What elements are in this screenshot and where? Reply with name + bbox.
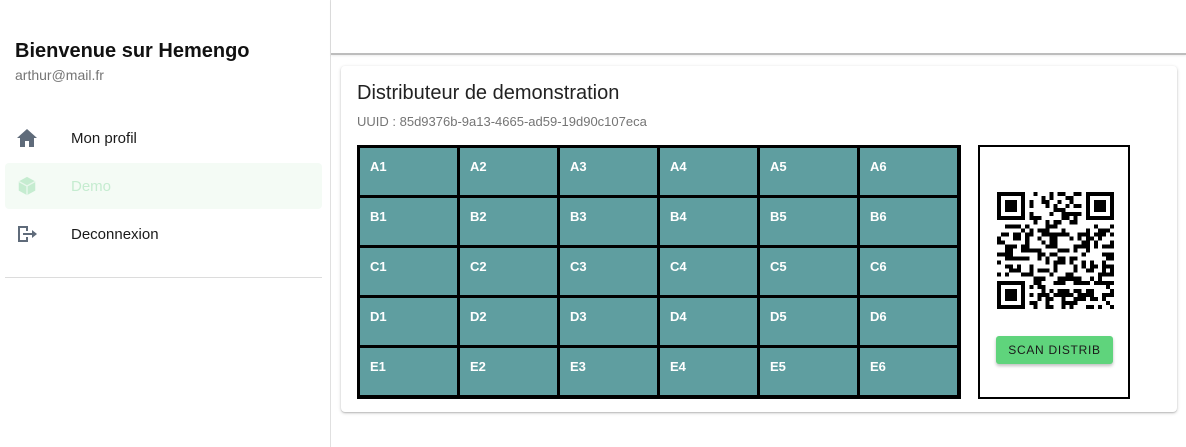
slot-b2[interactable]: B2 <box>460 198 557 245</box>
slot-c5[interactable]: C5 <box>760 248 857 295</box>
slot-d6[interactable]: D6 <box>860 298 957 345</box>
slot-c1[interactable]: C1 <box>360 248 457 295</box>
slot-grid: A1 A2 A3 A4 A5 A6 B1 B2 B3 B4 B5 B6 C1 C2 C3 C4 C5 C6 D1 D2… <box>357 145 961 399</box>
home-icon <box>15 126 39 150</box>
distributor-uuid: UUID : 85d9376b-9a13-4665-ad59-19d90c107… <box>357 114 647 129</box>
slot-c3[interactable]: C3 <box>560 248 657 295</box>
slot-b1[interactable]: B1 <box>360 198 457 245</box>
top-app-bar <box>331 0 1186 55</box>
slot-b3[interactable]: B3 <box>560 198 657 245</box>
slot-e5[interactable]: E5 <box>760 348 857 395</box>
nav-item-label: Mon profil <box>71 129 137 147</box>
nav-item-demo[interactable]: Demo <box>5 163 322 209</box>
distributor-card: Distributeur de demonstration UUID : 85d… <box>341 66 1177 412</box>
slot-a5[interactable]: A5 <box>760 148 857 195</box>
slot-e3[interactable]: E3 <box>560 348 657 395</box>
slot-e2[interactable]: E2 <box>460 348 557 395</box>
slot-d4[interactable]: D4 <box>660 298 757 345</box>
slot-d2[interactable]: D2 <box>460 298 557 345</box>
qr-code <box>997 192 1114 309</box>
slot-e1[interactable]: E1 <box>360 348 457 395</box>
slot-grid-inner: A1 A2 A3 A4 A5 A6 B1 B2 B3 B4 B5 B6 C1 C2 C3 C4 C5 C6 D1 D2… <box>360 148 957 395</box>
nav-item-label: Demo <box>71 177 112 195</box>
scan-distrib-button[interactable]: SCAN DISTRIB <box>996 336 1113 364</box>
slot-a6[interactable]: A6 <box>860 148 957 195</box>
slot-e4[interactable]: E4 <box>660 348 757 395</box>
slot-c2[interactable]: C2 <box>460 248 557 295</box>
cube-icon <box>15 174 39 198</box>
slot-e6[interactable]: E6 <box>860 348 957 395</box>
qr-panel: SCAN DISTRIB <box>978 145 1130 399</box>
sidebar-divider <box>5 277 322 278</box>
slot-b5[interactable]: B5 <box>760 198 857 245</box>
nav-item-label: Deconnexion <box>71 225 159 243</box>
slot-b4[interactable]: B4 <box>660 198 757 245</box>
slot-d3[interactable]: D3 <box>560 298 657 345</box>
welcome-title: Bienvenue sur Hemengo <box>15 40 250 62</box>
slot-c4[interactable]: C4 <box>660 248 757 295</box>
slot-d5[interactable]: D5 <box>760 298 857 345</box>
slot-d1[interactable]: D1 <box>360 298 457 345</box>
nav-item-logout[interactable]: Deconnexion <box>5 211 322 257</box>
sidebar: Bienvenue sur Hemengo arthur@mail.fr Mon… <box>0 0 331 447</box>
distributor-title: Distributeur de demonstration <box>357 82 620 104</box>
slot-a1[interactable]: A1 <box>360 148 457 195</box>
slot-a4[interactable]: A4 <box>660 148 757 195</box>
nav-item-profile[interactable]: Mon profil <box>5 115 322 161</box>
slot-a2[interactable]: A2 <box>460 148 557 195</box>
user-email: arthur@mail.fr <box>15 67 104 83</box>
slot-a3[interactable]: A3 <box>560 148 657 195</box>
slot-b6[interactable]: B6 <box>860 198 957 245</box>
slot-c6[interactable]: C6 <box>860 248 957 295</box>
logout-icon <box>15 222 39 246</box>
